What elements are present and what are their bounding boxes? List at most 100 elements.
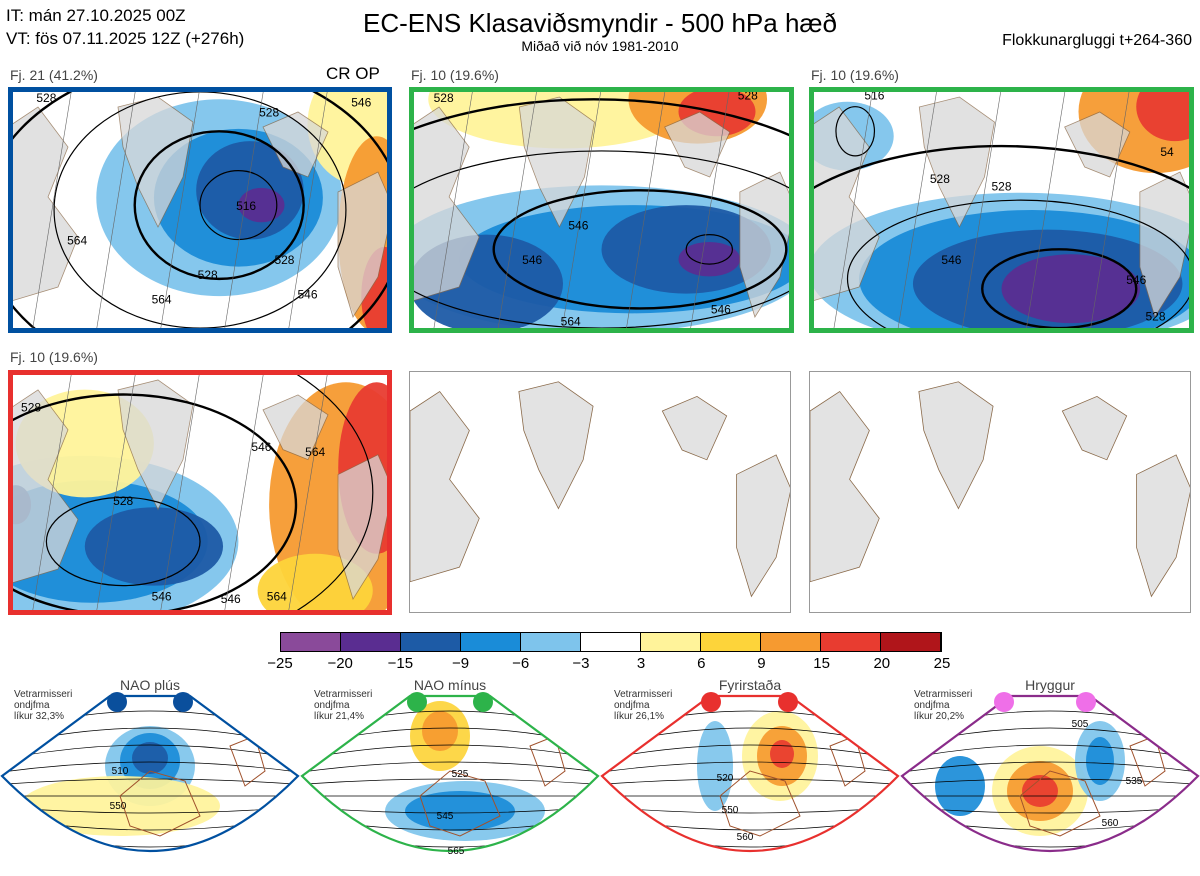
graticule-line [832,87,874,333]
regime-ridge: 505 535 560 Hryggur Vetrarmisseri ondjfma líku… [900,676,1200,871]
fan-frame [900,694,1200,853]
contour-label: 528 [274,253,294,267]
regime-contour [602,744,898,761]
regime-title: NAO mínus [413,677,487,693]
contour-label: 528 [991,179,1011,193]
regime-blocking: 520 550 560 Fyrirstaða Vetrarmisseri ondjfma l… [600,676,900,871]
classification-window: Flokkunargluggi t+264-360 [1002,32,1192,49]
regime-contour [13,807,287,814]
regime-contour [305,778,595,785]
anomaly-shade [84,507,224,586]
height-contour [846,199,1194,333]
contour-label: 528 [21,401,41,415]
contour-label: 546 [941,253,961,267]
colorbar-swatch [281,633,341,651]
regime-note-line: líkur 20,2% [914,711,965,722]
colorbar-tick-label: 6 [697,655,706,672]
colorbar-swatch [341,633,401,651]
regime-title: Fyrirstaða [718,677,782,693]
regime-contour-label: 565 [448,846,465,857]
regime-contour [5,778,295,785]
regime-note-line: Vetrarmisseri [914,689,973,700]
regime-dot [173,692,193,712]
regime-dot [107,692,127,712]
colorbar-tick-label: −20 [327,655,353,672]
regime-anomaly [770,740,794,768]
colorbar [280,632,942,652]
contour-label: 528 [198,268,218,282]
height-contour [835,106,876,157]
regime-note-line: Vetrarmisseri [14,689,73,700]
regime-note-line: líkur 32,3% [14,711,65,722]
graticule-line [287,370,329,615]
regime-contour-label: 560 [1102,818,1119,829]
contour-label: 54 [1160,145,1174,159]
contour-label: 546 [711,302,731,316]
regime-anomaly [1022,775,1058,807]
colorbar-swatch [461,633,521,651]
regime-dot [701,692,721,712]
regime-contour-label: 505 [1072,719,1089,730]
fan-frame [0,694,300,853]
anomaly-shade [1001,254,1141,324]
regime-anomaly [20,776,220,836]
contour-label: 528 [113,494,133,508]
height-contour [492,189,788,310]
regime-note-line: ondjfma [914,700,950,711]
colorbar-tick-label: 9 [757,655,766,672]
panel-4-label: Fj. 10 (19.6%) [10,349,98,365]
colorbar-swatch [521,633,581,651]
regime-note: Vetrarmisseri ondjfma líkur 32,3% [14,689,72,722]
regime-contour-label: 520 [717,773,734,784]
regime-title: Hryggur [1025,677,1075,693]
colorbar-swatch [401,633,461,651]
contour-label: 58 [374,370,388,378]
graticule-line [159,87,201,333]
height-contour [288,370,374,615]
contour-label: 546 [522,253,542,267]
contour-label: 528 [1145,310,1165,324]
regime-contour [302,744,598,761]
coastline [8,379,392,601]
graticule-line [31,370,73,615]
colorbar-swatch [821,633,881,651]
coastline [809,96,1194,318]
graticule-line [561,87,602,333]
graticule-line [897,87,938,333]
regime-contour [902,744,1198,761]
regime-note-line: ondjfma [14,700,50,711]
empty-map-5 [409,371,791,613]
contour-label: 546 [568,219,588,233]
regime-contour [613,807,887,814]
contour-label: 546 [1126,273,1146,287]
coastline [410,381,790,598]
regime-contour [913,807,1187,814]
graticule-line [497,87,538,333]
contour-label: 546 [251,440,271,454]
panel-3-label: Fj. 10 (19.6%) [811,67,899,83]
graticule-line [625,87,666,333]
regime-dot [473,692,493,712]
graticule-line [159,370,201,615]
graticule-line [223,370,265,615]
header-info: IT: mán 27.10.2025 00Z VT: fös 07.11.202… [6,4,244,50]
coastline [409,96,794,318]
contour-label: 546 [298,288,318,302]
height-contour [409,98,794,333]
colorbar-tick-label: 15 [813,655,830,672]
regime-contour [902,761,1198,773]
cluster-map-4: 528 528 546 564 546 546 564 58 [8,370,392,615]
contour-label: 564 [305,445,325,459]
graticule-line [223,87,265,333]
colorbar-tick-label: 3 [636,655,646,672]
colorbar-tick-label: 25 [933,655,951,672]
colorbar-swatch [761,633,821,651]
graticule-line [432,87,474,333]
graticule-line [95,87,137,333]
colorbar-tick-label: −6 [512,655,530,672]
regime-note-line: líkur 21,4% [314,711,365,722]
init-time: IT: mán 27.10.2025 00Z [6,6,186,25]
regime-anomaly [697,721,733,811]
graticule-line [961,87,1002,333]
fan-frame [600,694,900,853]
